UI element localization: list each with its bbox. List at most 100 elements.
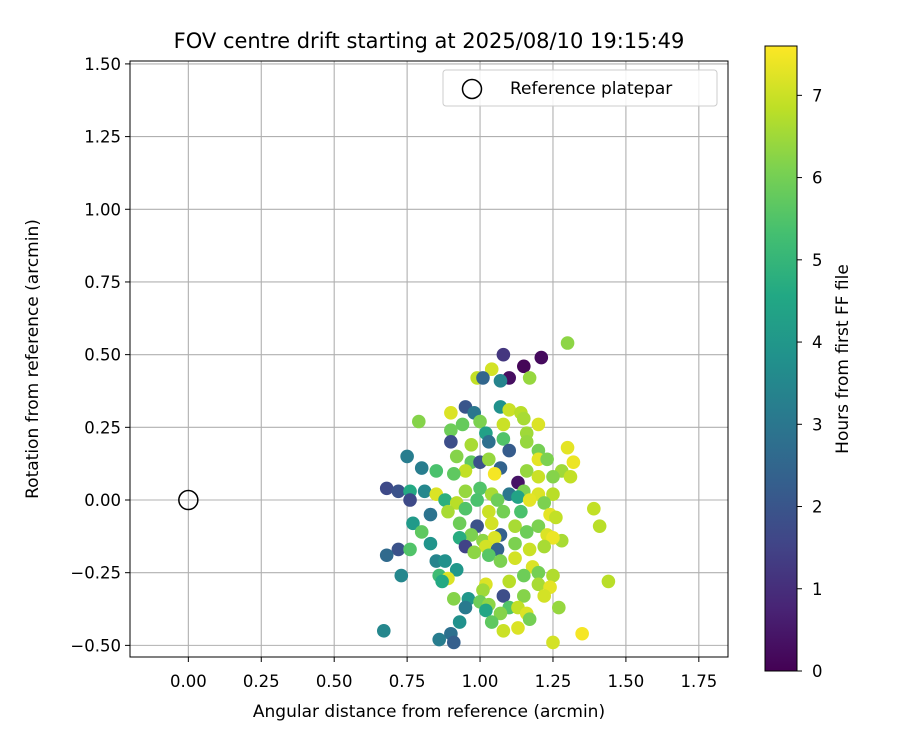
scatter-point xyxy=(546,568,560,583)
scatter-point xyxy=(423,536,438,551)
scatter-point xyxy=(522,371,537,385)
scatter-point xyxy=(519,525,534,539)
scatter-point xyxy=(534,350,549,365)
plot-background xyxy=(130,61,728,657)
y-tick-label: 0.25 xyxy=(84,418,121,437)
scatter-point xyxy=(403,493,417,507)
legend-entry-reference: Reference platepar xyxy=(510,79,672,99)
scatter-point xyxy=(458,484,473,499)
scatter-point xyxy=(540,452,554,467)
scatter-point xyxy=(546,469,560,484)
scatter-point xyxy=(496,624,511,638)
plot-area: 0.00 0.25 0.50 0.75 1.00 1.25 1.50 1.75 −0.50−0… xyxy=(70,55,729,691)
x-tick-label: 0.00 xyxy=(170,672,207,691)
colorbar-tick-label: 5 xyxy=(812,251,823,270)
scatter-point xyxy=(444,435,458,449)
scatter-point xyxy=(441,504,455,519)
reference-platepar-marker xyxy=(178,489,199,511)
scatter-point xyxy=(414,461,429,475)
y-tick-label: −0.50 xyxy=(70,636,121,655)
colorbar-tick-label: 2 xyxy=(812,498,823,517)
scatter-point xyxy=(423,507,438,522)
scatter-point xyxy=(517,589,531,603)
scatter-point xyxy=(376,624,391,638)
colorbar-ticks: 0 1 2 3 4 5 6 7 xyxy=(797,86,823,681)
scatter-point xyxy=(406,516,420,531)
x-ticks: 0.00 0.25 0.50 0.75 1.00 1.25 1.50 1.75 xyxy=(170,657,717,691)
x-axis-label: Angular distance from reference (arcmin) xyxy=(253,702,605,722)
scatter-point xyxy=(432,632,447,647)
scatter-point xyxy=(517,359,531,374)
scatter-point xyxy=(417,484,432,499)
scatter-point xyxy=(502,403,517,417)
scatter-point xyxy=(496,417,511,432)
scatter-point xyxy=(411,414,426,429)
scatter-point xyxy=(546,531,560,545)
scatter-point xyxy=(508,519,522,533)
scatter-point xyxy=(391,542,406,557)
scatter-point xyxy=(484,362,499,376)
plot-frame xyxy=(129,60,729,658)
scatter-point xyxy=(496,504,511,519)
scatter-point xyxy=(519,435,534,449)
y-tick-label: 0.00 xyxy=(84,491,121,510)
scatter-point xyxy=(493,606,508,621)
scatter-point xyxy=(517,568,531,583)
scatter-point xyxy=(379,548,394,563)
scatter-point xyxy=(549,510,563,525)
x-tick-label: 0.50 xyxy=(316,672,353,691)
scatter-point xyxy=(487,467,502,481)
scatter-point xyxy=(508,536,522,551)
scatter-point xyxy=(537,589,552,603)
x-tick-label: 1.00 xyxy=(462,672,499,691)
scatter-point xyxy=(601,574,616,589)
y-axis-label: Rotation from reference (arcmin) xyxy=(23,219,43,499)
scatter-point xyxy=(394,568,409,583)
scatter-point xyxy=(496,432,511,446)
scatter-point xyxy=(531,519,546,533)
colorbar-label: Hours from first FF file xyxy=(833,264,853,454)
scatter-point xyxy=(476,583,490,597)
x-tick-label: 1.50 xyxy=(608,672,645,691)
scatter-point xyxy=(560,336,575,350)
y-ticks: −0.50 −0.25 0.00 0.25 0.50 0.75 1.00 1.25 1.50 xyxy=(70,55,130,655)
scatter-point xyxy=(531,577,546,592)
legend: Reference platepar xyxy=(442,69,718,107)
y-tick-label: 1.00 xyxy=(84,200,121,219)
scatter-point xyxy=(473,481,487,496)
colorbar: 0 1 2 3 4 5 6 7 Hours from first FF file xyxy=(764,45,853,681)
y-tick-label: 0.50 xyxy=(84,346,121,365)
scatter-point xyxy=(496,347,511,362)
scatter-point xyxy=(449,562,464,577)
scatter-point xyxy=(467,545,482,560)
scatter-point xyxy=(452,516,467,531)
scatter-point xyxy=(444,405,458,420)
scatter-point xyxy=(522,612,537,627)
grid xyxy=(130,61,728,657)
scatter-point xyxy=(444,423,458,438)
scatter-point xyxy=(484,516,499,531)
scatter-point xyxy=(403,542,417,557)
scatter-point xyxy=(438,493,452,507)
scatter-point xyxy=(479,603,493,618)
colorbar-tick-label: 6 xyxy=(812,169,823,188)
scatter-point xyxy=(473,414,487,429)
scatter-point xyxy=(482,548,496,563)
scatter-point xyxy=(592,519,607,533)
scatter-point xyxy=(484,615,499,629)
scatter-point xyxy=(452,615,467,629)
y-tick-label: 1.25 xyxy=(84,128,121,147)
scatter-point xyxy=(519,464,534,478)
scatter-point xyxy=(482,452,496,467)
scatter-point xyxy=(511,490,525,504)
scatter-point xyxy=(455,417,470,432)
x-tick-label: 1.75 xyxy=(680,672,717,691)
scatter-point xyxy=(537,496,552,510)
scatter-point xyxy=(563,469,578,484)
scatter-point xyxy=(458,600,473,615)
scatter-point xyxy=(546,635,560,650)
x-tick-label: 1.25 xyxy=(535,672,572,691)
scatter-point xyxy=(482,504,496,519)
scatter-point xyxy=(587,501,601,516)
chart-title: FOV centre drift starting at 2025/08/10 … xyxy=(174,29,685,53)
